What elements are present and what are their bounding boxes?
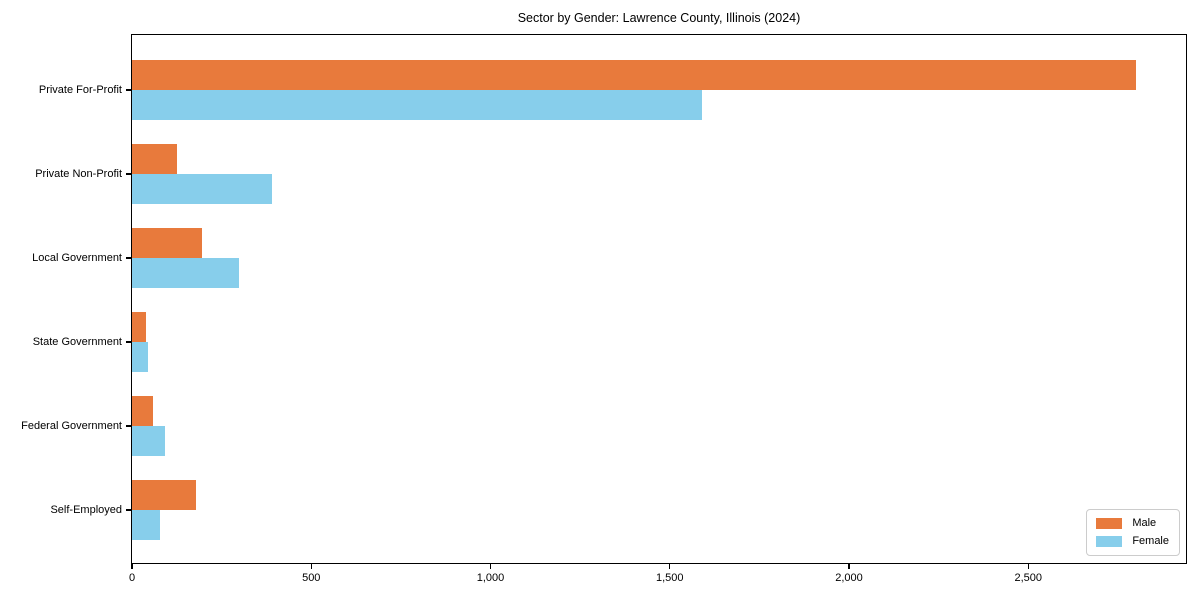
bar-female-local-government <box>132 258 239 288</box>
y-tick-label-federal-government: Federal Government <box>21 420 122 432</box>
bar-male-self-employed <box>132 480 196 510</box>
legend: Male Female <box>1086 509 1180 556</box>
legend-label-female: Female <box>1132 535 1169 547</box>
y-tick-label-self-employed: Self-Employed <box>50 504 122 516</box>
x-tick-mark <box>669 564 671 569</box>
bar-male-local-government <box>132 228 202 258</box>
x-tick-label-2-500: 2,500 <box>1014 572 1043 584</box>
y-tick-label-state-government: State Government <box>32 336 122 348</box>
x-tick-mark <box>310 564 312 569</box>
bar-female-private-for-profit <box>132 90 702 120</box>
y-tick-mark <box>126 257 131 259</box>
chart-title: Sector by Gender: Lawrence County, Illin… <box>517 11 801 25</box>
bar-female-private-non-profit <box>132 174 272 204</box>
x-tick-label-0: 0 <box>128 572 136 584</box>
plot-area: Male Female Private For-Profit Private No… <box>21 34 1187 584</box>
legend-swatch-female <box>1096 536 1123 547</box>
bar-male-private-for-profit <box>132 60 1136 90</box>
legend-item-male: Male <box>1096 518 1169 529</box>
x-tick-label-2-000: 2,000 <box>835 572 863 584</box>
y-tick-mark <box>126 425 131 427</box>
bar-male-state-government <box>132 312 147 342</box>
legend-item-female: Female <box>1096 536 1169 547</box>
bar-female-state-government <box>132 342 149 372</box>
x-tick-mark <box>131 564 133 569</box>
y-tick-mark <box>126 173 131 175</box>
y-tick-mark <box>126 89 131 91</box>
x-tick-mark <box>1027 564 1029 569</box>
legend-label-male: Male <box>1132 517 1157 529</box>
x-tick-mark <box>848 564 850 569</box>
y-tick-label-local-government: Local Government <box>32 252 122 264</box>
x-tick-label-1-500: 1,500 <box>655 572 684 584</box>
legend-swatch-male <box>1096 518 1123 529</box>
bar-female-self-employed <box>132 510 161 540</box>
bar-male-private-non-profit <box>132 144 177 174</box>
x-tick-label-1-000: 1,000 <box>476 572 505 584</box>
y-tick-mark <box>126 341 131 343</box>
y-tick-mark <box>126 509 131 511</box>
x-tick-mark <box>489 564 492 569</box>
bar-male-federal-government <box>132 396 153 426</box>
bar-female-federal-government <box>132 426 165 456</box>
x-tick-label-500: 500 <box>302 572 321 584</box>
y-tick-label-private-non-profit: Private Non-Profit <box>35 168 122 180</box>
y-tick-label-private-for-profit: Private For-Profit <box>38 84 122 96</box>
